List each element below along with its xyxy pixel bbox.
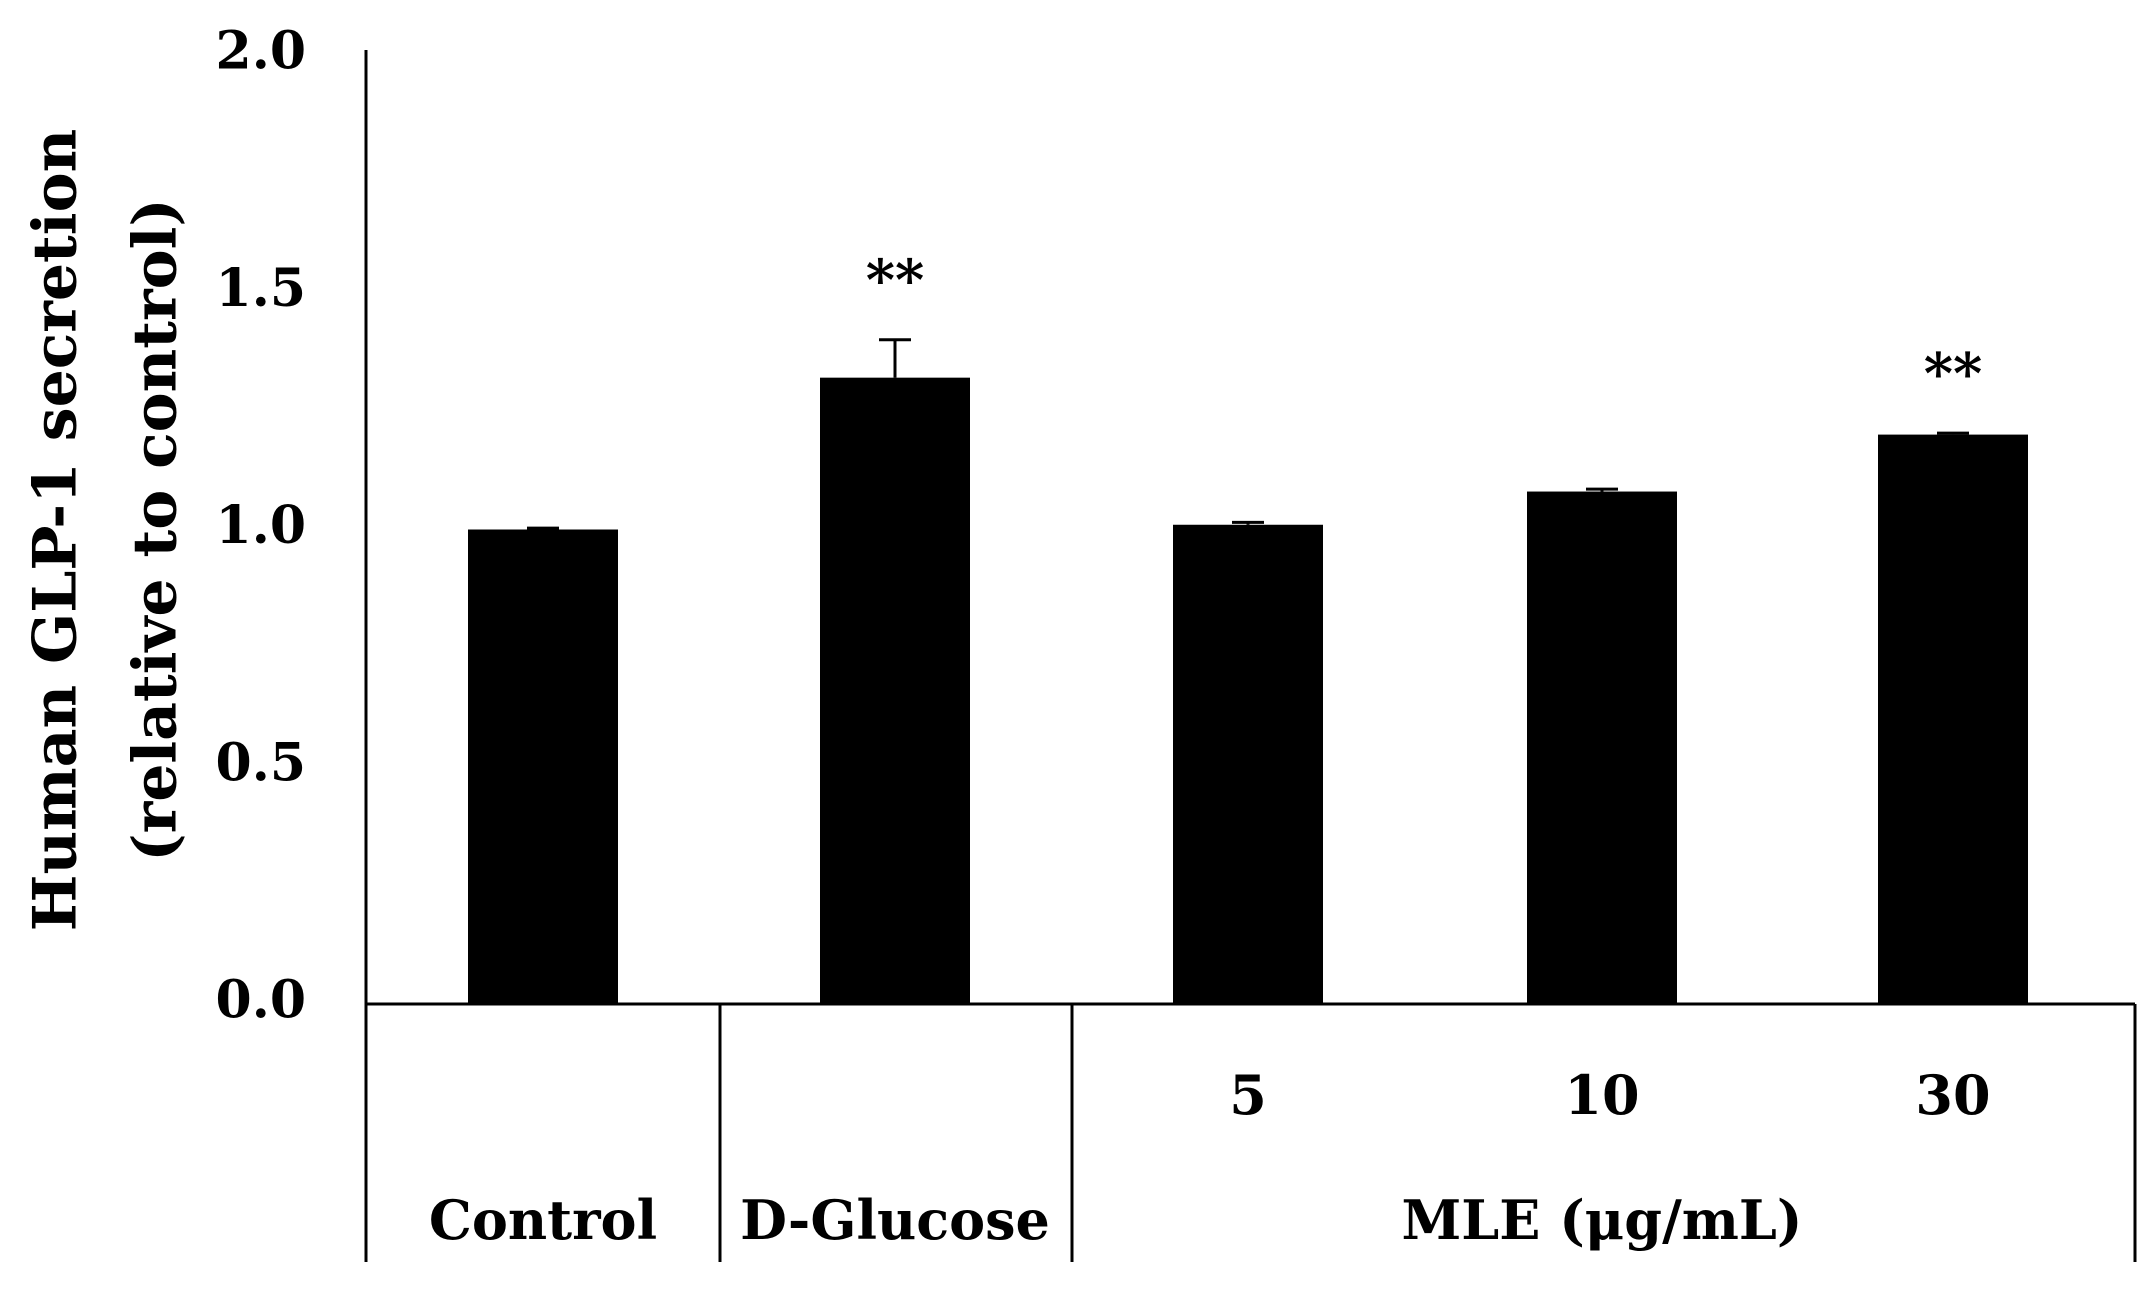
y-axis-label: Human GLP-1 secretion (relative to contro… <box>21 129 191 931</box>
y-tick-label: 1.0 <box>216 495 306 556</box>
bar <box>1173 524 1323 1004</box>
significance-markers: ** ** <box>866 248 1983 407</box>
category-label: 5 <box>1229 1063 1267 1127</box>
category-labels: 5 10 30 <box>1229 1063 1990 1127</box>
category-label: 10 <box>1564 1063 1639 1127</box>
y-tick-label: 2.0 <box>216 21 306 82</box>
y-tick-label: 1.5 <box>216 258 306 319</box>
group-labels: Control D-Glucose MLE (μg/mL) <box>429 1188 1803 1252</box>
bar <box>820 377 970 1004</box>
y-tick-label: 0.0 <box>216 970 306 1031</box>
group-label: MLE (μg/mL) <box>1402 1188 1803 1252</box>
y-tick-label: 0.5 <box>216 732 306 793</box>
group-label: Control <box>429 1188 657 1252</box>
bar <box>468 529 618 1004</box>
y-axis-ticks: 0.0 0.5 1.0 1.5 2.0 <box>216 21 306 1031</box>
bars <box>468 377 2028 1005</box>
significance-marker: ** <box>866 248 925 314</box>
bar <box>1527 491 1677 1004</box>
category-label: 30 <box>1915 1063 1990 1127</box>
bar <box>1878 434 2028 1005</box>
y-axis-label-line: Human GLP-1 secretion <box>21 129 91 931</box>
significance-marker: ** <box>1924 341 1983 407</box>
y-axis-label-line: (relative to control) <box>121 198 191 862</box>
error-bars <box>527 338 1969 530</box>
group-label: D-Glucose <box>740 1188 1050 1252</box>
